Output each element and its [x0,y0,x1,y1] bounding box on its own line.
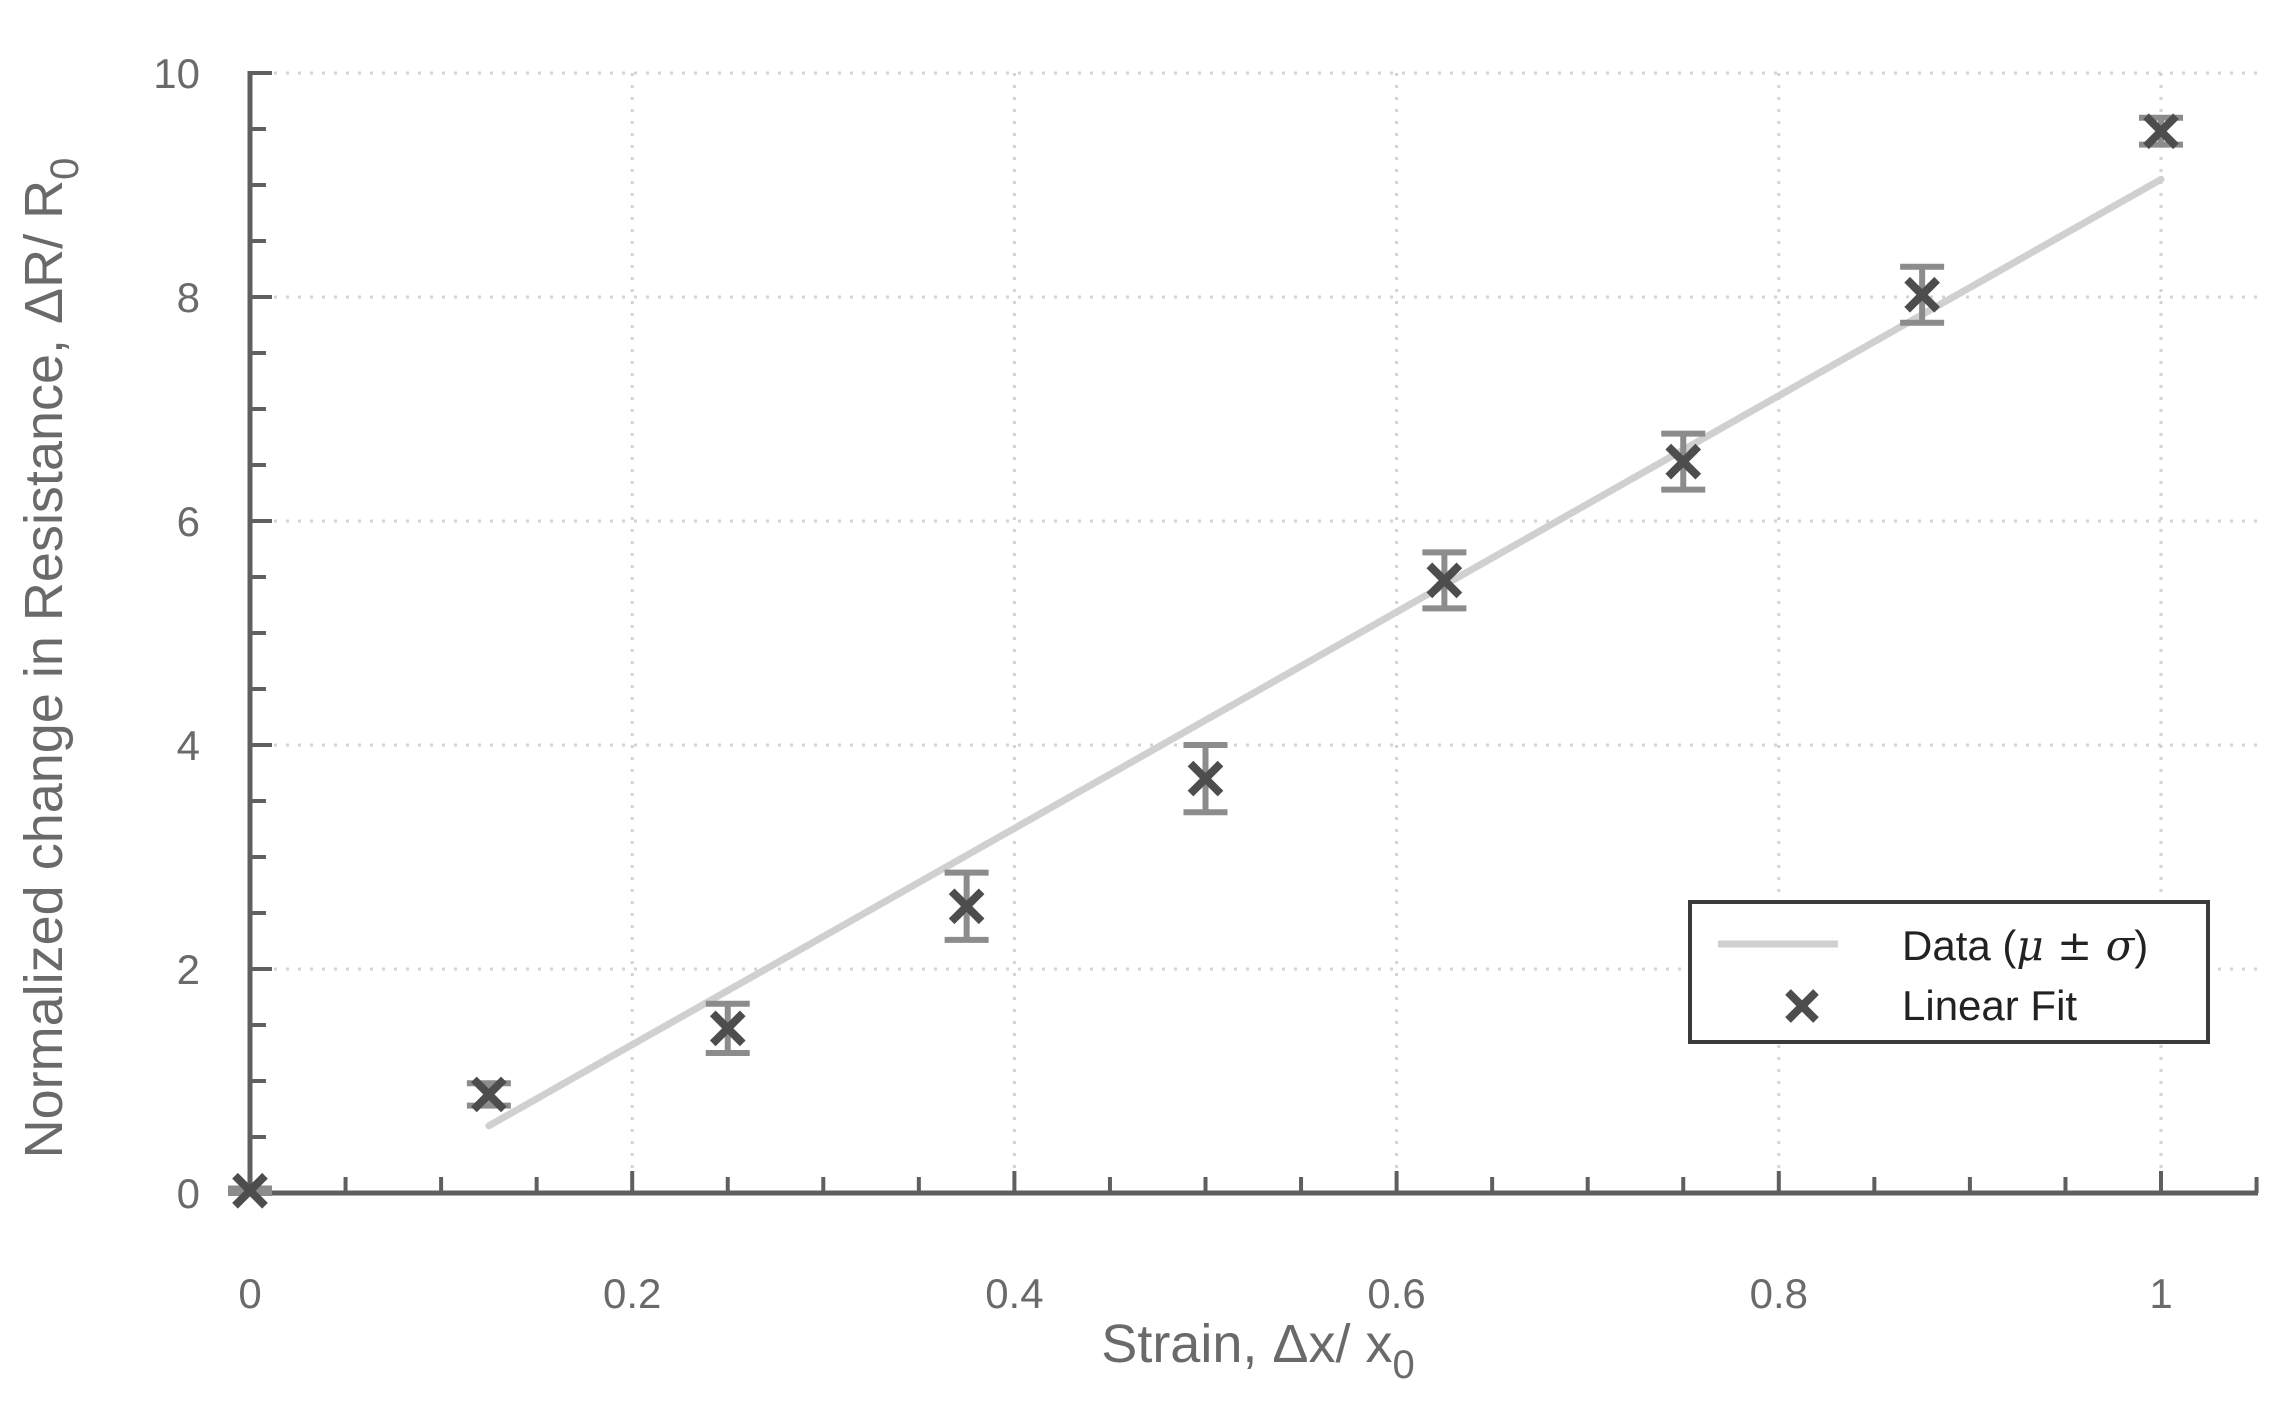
x-axis-label-sub: 0 [1392,1343,1414,1387]
data-point-stroke [232,1172,268,1209]
y-axis-label-sub: 0 [43,158,87,180]
legend: Data (μ ± σ) Linear Fit [1688,900,2210,1044]
data-point [1665,443,1702,480]
data-point-stroke [2143,113,2179,150]
data-point [1904,276,1940,313]
data-point-stroke [709,1010,746,1047]
y-tick-label: 6 [177,498,200,545]
x-tick-label: 0 [238,1270,261,1317]
legend-line-label: Data (μ ± σ) [1902,921,2148,970]
y-axis-label: Normalized change in Resistance, ΔR/ R0 [14,158,87,1159]
y-axis-label-main: Normalized change in Resistance, ΔR/ R [14,180,74,1159]
data-point-stroke [1665,443,1702,480]
x-tick-label: 1 [2149,1270,2172,1317]
data-point-stroke [1904,276,1940,313]
x-tick-label: 0.6 [1367,1270,1425,1317]
legend-box [1688,900,2210,1044]
y-tick-label: 8 [177,274,200,321]
fit-line [485,175,2165,1130]
data-point [1187,760,1224,797]
x-tick-label: 0.8 [1750,1270,1808,1317]
data-point [709,1010,746,1047]
data-point-stroke [471,1076,507,1113]
data-point [1426,562,1463,599]
y-tick-label: 4 [177,722,200,769]
x-axis-label: Strain, Δx/ x0 [1101,1314,1414,1387]
data-point [471,1076,507,1113]
data-point-stroke [1426,562,1463,599]
points-layer [232,113,2179,1209]
x-axis-label-main: Strain, Δx/ x [1101,1314,1392,1374]
data-point [2143,113,2179,150]
y-tick-label: 0 [177,1170,200,1217]
data-point-stroke [1187,760,1224,797]
x-tick-label: 0.4 [985,1270,1043,1317]
legend-marker-label: Linear Fit [1902,982,2077,1029]
fit-line-layer [485,175,2165,1130]
legend-marker-swatch [1785,989,1819,1023]
y-tick-label: 2 [177,946,200,993]
x-tick-label: 0.2 [603,1270,661,1317]
data-point [948,888,985,925]
y-tick-label: 10 [153,50,200,97]
data-point-stroke [948,888,985,925]
data-point [232,1172,268,1209]
